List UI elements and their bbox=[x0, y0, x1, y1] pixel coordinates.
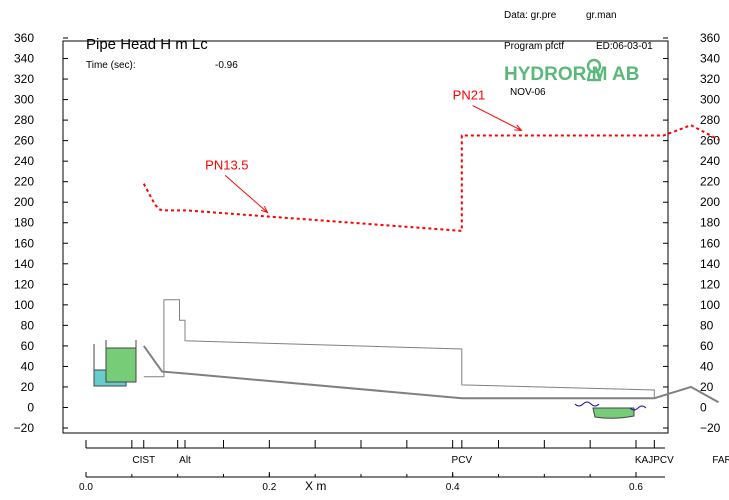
y-tick-label-right: 80 bbox=[700, 318, 714, 332]
y-tick-label-left: 0 bbox=[27, 400, 34, 414]
location-labels: CIST Alt PCV KAJPCV FARTYG bbox=[132, 440, 729, 466]
pressure-rating-line bbox=[142, 124, 719, 232]
y-tick-label-left: 40 bbox=[21, 359, 35, 373]
vessel-tank bbox=[574, 401, 647, 419]
annotation-arrow bbox=[472, 105, 522, 131]
y-tick-label-right: 60 bbox=[700, 339, 714, 353]
y-tick-label-right: 320 bbox=[700, 72, 720, 86]
time-value: -0.96 bbox=[215, 60, 238, 71]
y-tick-label-right: 220 bbox=[700, 175, 720, 189]
y-tick-label-right: 200 bbox=[700, 195, 720, 209]
y-tick-label-right: 280 bbox=[700, 113, 720, 127]
data-label: Data: gr.pre bbox=[504, 10, 557, 21]
annotation-arrow bbox=[224, 174, 268, 213]
y-tick-label-right: 360 bbox=[700, 31, 720, 45]
logo-ram-icon bbox=[586, 58, 602, 82]
annotation-pn21: PN21 bbox=[453, 88, 486, 103]
y-tick-label-right: 260 bbox=[700, 134, 720, 148]
y-tick-label-left: 340 bbox=[14, 52, 34, 66]
time-label: Time (sec): bbox=[86, 60, 136, 71]
y-tick-label-left: 220 bbox=[14, 175, 34, 189]
cistern-tank bbox=[93, 340, 137, 387]
annotation-arrowhead bbox=[514, 124, 523, 131]
y-axis-left: 3603403203002802602402202001801601401201… bbox=[14, 31, 68, 435]
x-tick-label: 0.2 bbox=[262, 482, 276, 493]
x-tick-label: 0.4 bbox=[446, 482, 460, 493]
program-label: Program pfctf bbox=[504, 41, 564, 52]
y-tick-label-right: 0 bbox=[700, 400, 707, 414]
pipe-centre-line bbox=[142, 345, 719, 404]
date-label: NOV-06 bbox=[510, 87, 546, 98]
y-tick-label-right: 120 bbox=[700, 277, 720, 291]
chart-title: Pipe Head H m Lc bbox=[86, 36, 208, 53]
y-tick-label-left: 240 bbox=[14, 154, 34, 168]
logo-text: HYDROR M AB bbox=[504, 64, 639, 85]
water-wave-left bbox=[574, 401, 600, 407]
y-tick-label-left: 80 bbox=[21, 318, 35, 332]
y-tick-label-left: 200 bbox=[14, 195, 34, 209]
y-tick-label-left: 20 bbox=[21, 380, 35, 394]
water-wave-right bbox=[629, 405, 647, 411]
y-tick-label-right: 300 bbox=[700, 93, 720, 107]
y-tick-label-left: 260 bbox=[14, 134, 34, 148]
y-tick-label-right: 340 bbox=[700, 52, 720, 66]
y-tick-label-left: 100 bbox=[14, 298, 34, 312]
location-label-pcv: PCV bbox=[452, 455, 473, 466]
hydroram-logo: HYDROR M AB bbox=[504, 58, 639, 85]
y-tick-label-right: 240 bbox=[700, 154, 720, 168]
y-tick-label-left: 300 bbox=[14, 93, 34, 107]
y-tick-label-right: 180 bbox=[700, 216, 720, 230]
location-label-kajpcv: KAJPCV bbox=[635, 455, 674, 466]
y-tick-label-left: −20 bbox=[14, 421, 35, 435]
edition-label: ED:06-03-01 bbox=[596, 41, 653, 52]
annotation-group: PN13.5 PN21 bbox=[205, 88, 523, 214]
annotation-arrowhead bbox=[260, 205, 269, 214]
y-tick-label-left: 120 bbox=[14, 277, 34, 291]
y-tick-label-right: 40 bbox=[700, 359, 714, 373]
y-tick-label-right: 160 bbox=[700, 236, 720, 250]
location-label-cist: CIST bbox=[132, 455, 155, 466]
y-tick-label-right: 20 bbox=[700, 380, 714, 394]
plot-frame bbox=[62, 40, 669, 434]
x-axis-label: X m bbox=[305, 479, 326, 493]
y-axis-right: 3603403203002802602402202001801601401201… bbox=[663, 31, 721, 435]
y-tick-label-left: 160 bbox=[14, 236, 34, 250]
location-label-fartyg: FARTYG bbox=[712, 455, 729, 466]
pipe-top-line bbox=[143, 299, 655, 398]
x-tick-label: 0.0 bbox=[79, 482, 93, 493]
y-tick-label-left: 180 bbox=[14, 216, 34, 230]
x-tick-label: 0.6 bbox=[629, 482, 643, 493]
annotation-pn135: PN13.5 bbox=[205, 157, 248, 172]
location-label-alt: Alt bbox=[179, 455, 191, 466]
y-tick-label-left: 140 bbox=[14, 257, 34, 271]
y-tick-label-left: 360 bbox=[14, 31, 34, 45]
y-tick-label-left: 280 bbox=[14, 113, 34, 127]
y-tick-label-right: 140 bbox=[700, 257, 720, 271]
y-tick-label-right: −20 bbox=[700, 421, 721, 435]
y-tick-label-right: 100 bbox=[700, 298, 720, 312]
y-tick-label-left: 320 bbox=[14, 72, 34, 86]
data-file: gr.man bbox=[586, 10, 617, 21]
series-group bbox=[142, 124, 719, 404]
y-tick-label-left: 60 bbox=[21, 339, 35, 353]
